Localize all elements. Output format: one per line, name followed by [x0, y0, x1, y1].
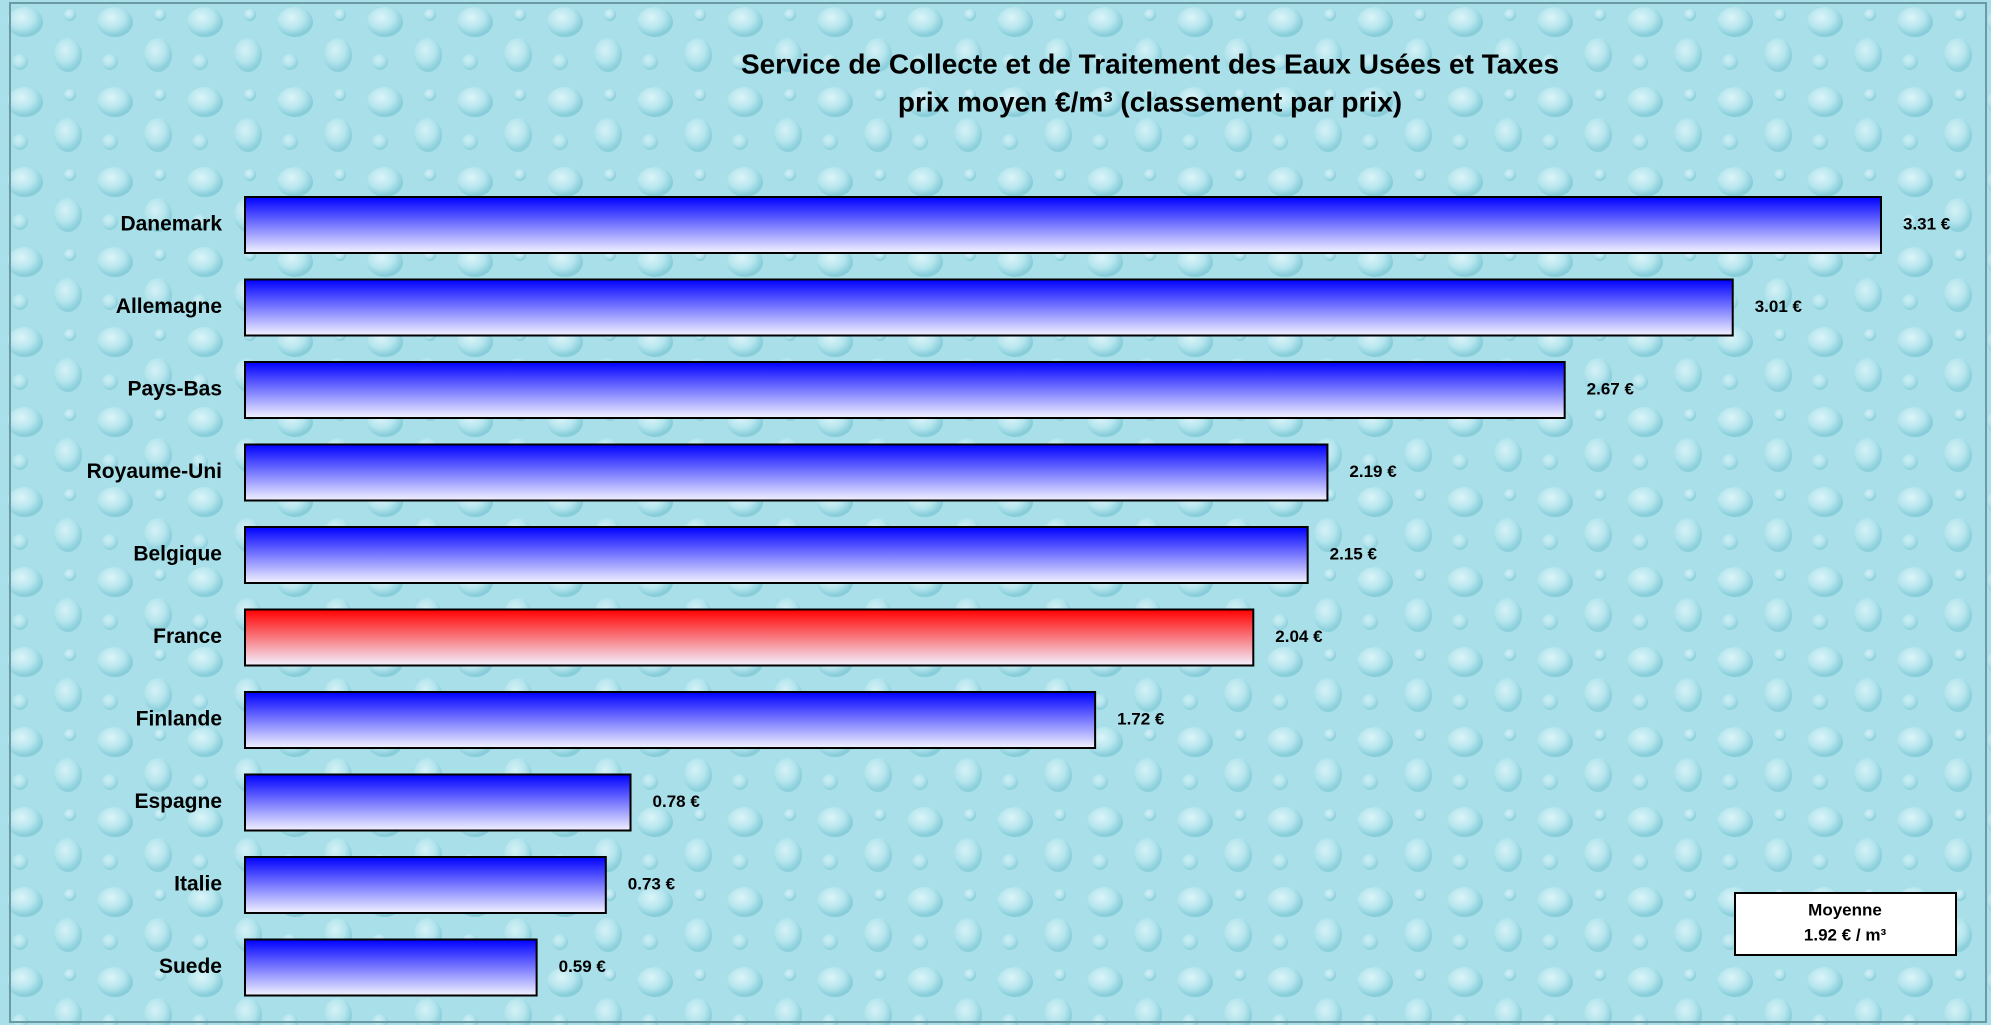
bar [244, 773, 632, 832]
bar [244, 278, 1734, 337]
value-label: 3.31 € [1903, 214, 1951, 233]
value-label: 2.19 € [1349, 462, 1397, 481]
bar [244, 938, 538, 997]
bar [244, 691, 1097, 749]
value-label: 0.59 € [559, 957, 607, 976]
annotation-box [1734, 892, 1957, 956]
value-label: 2.67 € [1587, 379, 1635, 398]
bar [244, 361, 1566, 419]
category-label: Royaume-Uni [87, 460, 222, 483]
chart-title: Service de Collecte et de Traitement des… [741, 48, 1559, 79]
category-label: Danemark [120, 213, 222, 236]
value-label: 0.73 € [628, 874, 676, 893]
category-label: Finlande [136, 708, 222, 731]
annotation-title: Moyenne [1808, 900, 1882, 919]
category-label: Espagne [134, 790, 222, 813]
category-label: Belgique [133, 543, 222, 566]
category-label: France [153, 625, 222, 648]
frame [9, 2, 1987, 1023]
annotation-text: 1.92 € / m³ [1804, 925, 1887, 944]
category-label: Allemagne [116, 295, 222, 318]
value-label: 2.04 € [1275, 627, 1323, 646]
bar [244, 608, 1255, 667]
value-label: 3.01 € [1755, 297, 1803, 316]
bar [244, 443, 1329, 502]
bar [244, 856, 607, 914]
bar [244, 196, 1882, 254]
chart-subtitle: prix moyen €/m³ (classement par prix) [898, 86, 1402, 117]
category-label: Italie [174, 873, 222, 896]
value-label: 0.78 € [653, 792, 701, 811]
value-label: 2.15 € [1330, 544, 1378, 563]
value-label: 1.72 € [1117, 709, 1165, 728]
category-label: Suede [159, 955, 222, 978]
bar [244, 526, 1309, 584]
category-label: Pays-Bas [127, 378, 222, 401]
